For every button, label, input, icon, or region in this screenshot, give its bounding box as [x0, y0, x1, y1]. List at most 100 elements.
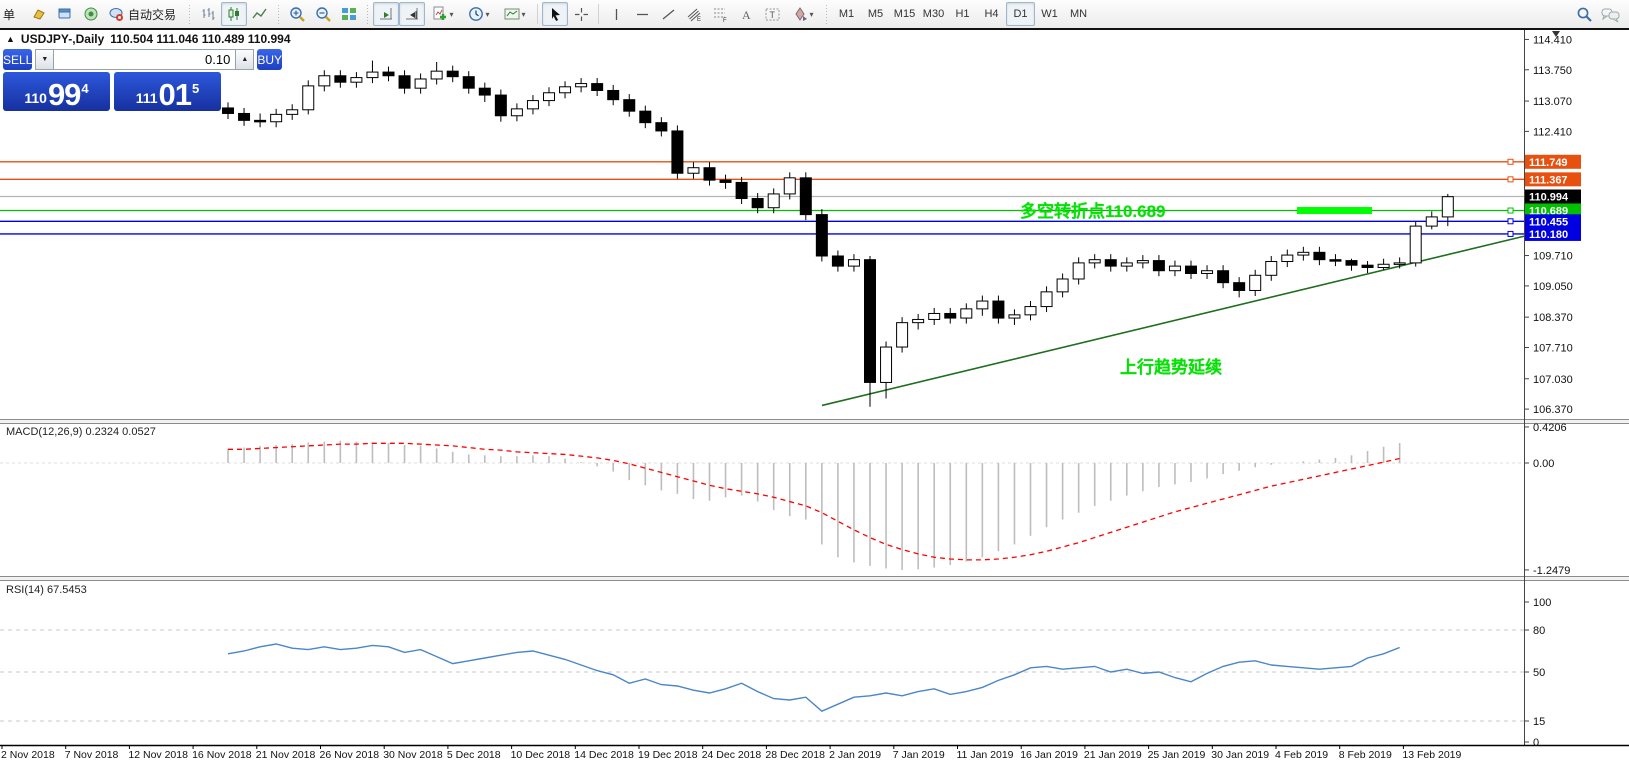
- candle[interactable]: [526, 100, 539, 110]
- cursor-button[interactable]: [542, 2, 568, 26]
- candle[interactable]: [767, 193, 780, 209]
- candle[interactable]: [703, 167, 716, 181]
- candle[interactable]: [896, 322, 909, 348]
- collapse-triangle-icon[interactable]: ▲: [6, 34, 15, 44]
- candle[interactable]: [1313, 251, 1326, 261]
- trendline[interactable]: [821, 235, 1525, 407]
- candle[interactable]: [350, 77, 363, 83]
- candle[interactable]: [1088, 259, 1101, 264]
- candle[interactable]: [478, 87, 491, 96]
- terminal-window-icon[interactable]: [52, 2, 78, 26]
- pane-separator[interactable]: [0, 576, 1629, 581]
- volume-increase-button[interactable]: ▲: [235, 49, 255, 70]
- candle[interactable]: [1185, 265, 1197, 274]
- candle[interactable]: [462, 76, 475, 89]
- volume-decrease-button[interactable]: ▼: [35, 49, 55, 70]
- candle[interactable]: [1393, 262, 1406, 265]
- candle[interactable]: [430, 70, 443, 80]
- candle[interactable]: [1168, 265, 1181, 272]
- candle[interactable]: [366, 71, 379, 79]
- sell-price-button[interactable]: 110 99 4: [3, 72, 110, 111]
- zoom-out-button[interactable]: [310, 2, 336, 26]
- indicators-button[interactable]: ▾: [425, 2, 461, 26]
- candlestick-chart-button[interactable]: [221, 2, 247, 26]
- candle[interactable]: [1056, 278, 1069, 293]
- highlight-zone[interactable]: [1297, 207, 1372, 215]
- timeframe-mn[interactable]: MN: [1069, 8, 1088, 20]
- timeframe-d1[interactable]: D1: [1006, 2, 1035, 26]
- timeframe-m30[interactable]: M30: [922, 8, 945, 20]
- timeframe-m15[interactable]: M15: [893, 8, 916, 20]
- candle[interactable]: [639, 110, 652, 124]
- text-label-button[interactable]: T: [759, 2, 785, 26]
- candle[interactable]: [783, 177, 796, 195]
- candle[interactable]: [1233, 282, 1246, 291]
- candle[interactable]: [302, 85, 315, 111]
- candle[interactable]: [912, 318, 925, 324]
- candle[interactable]: [735, 181, 748, 200]
- candle[interactable]: [751, 198, 764, 209]
- crosshair-button[interactable]: [568, 2, 594, 26]
- candle[interactable]: [591, 83, 604, 91]
- candle[interactable]: [719, 179, 732, 183]
- text-button[interactable]: A: [733, 2, 759, 26]
- candle[interactable]: [1024, 306, 1037, 316]
- candle[interactable]: [575, 83, 588, 88]
- timeframe-h4[interactable]: H4: [984, 8, 999, 20]
- candle[interactable]: [446, 70, 459, 78]
- zoom-in-button[interactable]: [284, 2, 310, 26]
- candle[interactable]: [1425, 216, 1438, 227]
- candle[interactable]: [1361, 264, 1374, 268]
- candle[interactable]: [1152, 260, 1165, 272]
- candle[interactable]: [222, 107, 234, 114]
- candle[interactable]: [1281, 254, 1294, 263]
- trendline-button[interactable]: [655, 2, 681, 26]
- candle[interactable]: [1217, 270, 1230, 284]
- candle[interactable]: [1120, 262, 1133, 267]
- candle[interactable]: [928, 312, 941, 320]
- timeframe-m5[interactable]: M5: [867, 8, 884, 20]
- candle[interactable]: [847, 259, 860, 267]
- pivot-annotation[interactable]: 多空转折点110.689: [1020, 202, 1166, 221]
- line-handle[interactable]: [1507, 158, 1514, 165]
- candle[interactable]: [1072, 262, 1085, 280]
- search-icon[interactable]: [1571, 2, 1597, 26]
- candle[interactable]: [880, 346, 893, 383]
- sell-button[interactable]: SELL: [3, 49, 33, 70]
- arrows-button[interactable]: ▾: [785, 2, 821, 26]
- bar-chart-button[interactable]: [195, 2, 221, 26]
- candle[interactable]: [623, 99, 636, 112]
- autotrading-button[interactable]: 自动交易: [104, 2, 184, 26]
- candle[interactable]: [543, 92, 555, 102]
- candle[interactable]: [238, 112, 251, 121]
- candle[interactable]: [864, 259, 876, 383]
- candle[interactable]: [1345, 260, 1358, 266]
- channel-button[interactable]: E: [681, 2, 707, 26]
- candle[interactable]: [944, 312, 957, 319]
- candle[interactable]: [494, 94, 507, 117]
- candle[interactable]: [1265, 261, 1278, 276]
- vertical-line-button[interactable]: [603, 2, 629, 26]
- candle[interactable]: [334, 75, 347, 83]
- tile-windows-button[interactable]: [336, 2, 362, 26]
- candle[interactable]: [254, 119, 267, 123]
- timeframe-h1[interactable]: H1: [955, 8, 970, 20]
- new-order-button[interactable]: 单: [0, 2, 26, 26]
- candle[interactable]: [960, 308, 973, 319]
- line-handle[interactable]: [1507, 218, 1514, 225]
- volume-input[interactable]: [54, 49, 236, 70]
- candle[interactable]: [671, 130, 684, 174]
- candle[interactable]: [1249, 274, 1262, 291]
- trend-annotation[interactable]: 上行趋势延续: [1120, 358, 1222, 377]
- pane-separator[interactable]: [0, 419, 1629, 424]
- candle[interactable]: [318, 75, 331, 87]
- candle[interactable]: [1297, 251, 1310, 256]
- candle[interactable]: [1104, 259, 1117, 267]
- candle[interactable]: [815, 214, 828, 257]
- candle[interactable]: [382, 71, 395, 77]
- candle[interactable]: [398, 75, 411, 89]
- line-handle[interactable]: [1507, 176, 1514, 183]
- chat-icon[interactable]: [1597, 2, 1623, 26]
- candle[interactable]: [1040, 291, 1053, 308]
